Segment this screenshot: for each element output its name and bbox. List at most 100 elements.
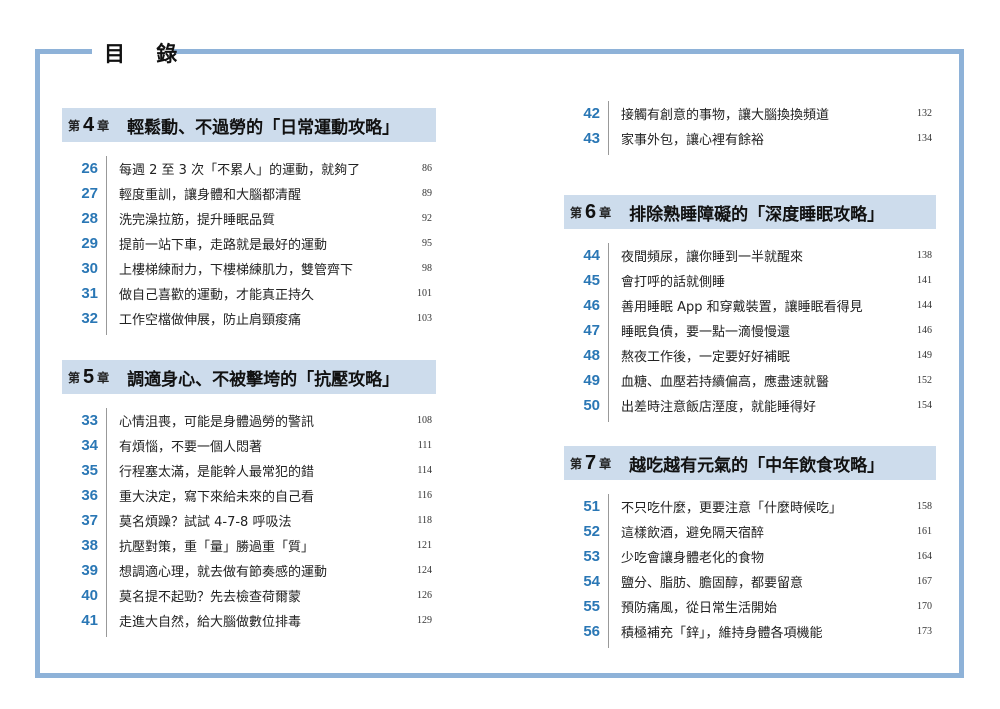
entry-title: 積極補充「鋅」，維持身體各項機能 [621, 626, 823, 641]
entry-title: 行程塞太滿，是能幹人最常犯的錯 [119, 465, 315, 480]
chapter-header: 第 5 章 調適身心、不被擊垮的「抗壓攻略」 [62, 360, 436, 394]
toc-entry[interactable]: 45 會打呼的話就側睡 141 [564, 268, 936, 293]
entry-number: 53 [583, 548, 600, 565]
chapter-header: 第 7 章 越吃越有元氣的「中年飲食攻略」 [564, 446, 936, 480]
toc-entry[interactable]: 26 每週 2 至 3 次「不累人」的運動，就夠了 86 [62, 156, 436, 181]
entry-number: 38 [81, 537, 98, 554]
entry-number: 50 [583, 397, 600, 414]
entry-number: 27 [81, 185, 98, 202]
toc-entry[interactable]: 38 抗壓對策，重「量」勝過重「質」 121 [62, 533, 436, 558]
chapter-title: 排除熟睡障礙的「深度睡眠攻略」 [629, 204, 885, 225]
entry-number: 49 [583, 372, 600, 389]
entry-page: 126 [417, 590, 432, 601]
toc-entry[interactable]: 56 積極補充「鋅」，維持身體各項機能 173 [564, 619, 936, 644]
toc-entry[interactable]: 34 有煩惱，不要一個人悶著 111 [62, 433, 436, 458]
chapter-number: 5 [83, 365, 95, 388]
toc-entry[interactable]: 53 少吃會讓身體老化的食物 164 [564, 544, 936, 569]
entry-title: 睡眠負債，要一點一滴慢慢還 [621, 325, 791, 340]
entry-title: 鹽分、脂肪、膽固醇，都要留意 [621, 576, 804, 591]
entry-page: 89 [422, 188, 432, 199]
toc-entry[interactable]: 46 善用睡眠 App 和穿戴裝置，讓睡眠看得見 144 [564, 293, 936, 318]
entry-page: 170 [917, 601, 932, 612]
entry-page: 121 [417, 540, 432, 551]
toc-entry[interactable]: 52 這樣飲酒，避免隔天宿醉 161 [564, 519, 936, 544]
chapter-prefix: 第 [68, 118, 81, 133]
chapter-prefix: 第 [570, 456, 583, 471]
toc-entry[interactable]: 47 睡眠負債，要一點一滴慢慢還 146 [564, 318, 936, 343]
entry-number: 56 [583, 623, 600, 640]
entry-title: 洗完澡拉筋，提升睡眠品質 [119, 213, 276, 228]
entry-title: 血糖、血壓若持續偏高，應盡速就醫 [621, 375, 830, 390]
entry-page: 146 [917, 325, 932, 336]
toc-entry[interactable]: 30 上樓梯練耐力，下樓梯練肌力，雙管齊下 98 [62, 256, 436, 281]
chapter-block: 42 接觸有創意的事物，讓大腦換換頻道 132 43 家事外包，讓心裡有餘裕 134 [564, 101, 936, 155]
entry-title: 工作空檔做伸展，防止肩頸痠痛 [119, 313, 302, 328]
entry-number: 54 [583, 573, 600, 590]
entry-page: 134 [917, 133, 932, 144]
chapter-number: 7 [585, 451, 597, 474]
toc-entry[interactable]: 31 做自己喜歡的運動，才能真正持久 101 [62, 281, 436, 306]
entry-page: 132 [917, 108, 932, 119]
entry-page: 144 [917, 300, 932, 311]
entry-title: 輕度重訓，讓身體和大腦都清醒 [119, 188, 302, 203]
chapter-suffix: 章 [97, 370, 110, 385]
chapter-suffix: 章 [97, 118, 110, 133]
toc-entry[interactable]: 50 出差時注意飯店溼度，就能睡得好 154 [564, 393, 936, 418]
entry-number: 29 [81, 235, 98, 252]
entry-page: 103 [417, 313, 432, 324]
toc-entry[interactable]: 37 莫名煩躁？試試 4-7-8 呼吸法 118 [62, 508, 436, 533]
toc-entry[interactable]: 40 莫名提不起勁？先去檢查荷爾蒙 126 [62, 583, 436, 608]
toc-entry[interactable]: 39 想調適心理，就去做有節奏感的運動 124 [62, 558, 436, 583]
entry-number: 46 [583, 297, 600, 314]
toc-entry[interactable]: 29 提前一站下車，走路就是最好的運動 95 [62, 231, 436, 256]
chapter-header: 第 4 章 輕鬆動、不過勞的「日常運動攻略」 [62, 108, 436, 142]
toc-entry[interactable]: 42 接觸有創意的事物，讓大腦換換頻道 132 [564, 101, 936, 126]
entry-number: 37 [81, 512, 98, 529]
toc-entry[interactable]: 35 行程塞太滿，是能幹人最常犯的錯 114 [62, 458, 436, 483]
chapter-block: 第 4 章 輕鬆動、不過勞的「日常運動攻略」 26 每週 2 至 3 次「不累人」的運動，… [62, 108, 436, 335]
entry-page: 154 [917, 400, 932, 411]
toc-entry[interactable]: 49 血糖、血壓若持續偏高，應盡速就醫 152 [564, 368, 936, 393]
entry-number: 43 [583, 130, 600, 147]
entry-title: 提前一站下車，走路就是最好的運動 [119, 238, 328, 253]
toc-entry[interactable]: 44 夜間頻尿，讓你睡到一半就醒來 138 [564, 243, 936, 268]
chapter-suffix: 章 [599, 205, 612, 220]
entry-number: 55 [583, 598, 600, 615]
entry-number: 31 [81, 285, 98, 302]
toc-entry[interactable]: 27 輕度重訓，讓身體和大腦都清醒 89 [62, 181, 436, 206]
entry-page: 129 [417, 615, 432, 626]
toc-entry[interactable]: 55 預防痛風，從日常生活開始 170 [564, 594, 936, 619]
entry-number: 36 [81, 487, 98, 504]
entry-page: 108 [417, 415, 432, 426]
entry-list: 33 心情沮喪，可能是身體過勞的警訊 108 34 有煩惱，不要一個人悶著 111 35 行程… [62, 408, 436, 637]
entry-page: 158 [917, 501, 932, 512]
toc-entry[interactable]: 41 走進大自然，給大腦做數位排毒 129 [62, 608, 436, 633]
chapter-prefix: 第 [570, 205, 583, 220]
toc-entry[interactable]: 51 不只吃什麼，更要注意「什麼時候吃」 158 [564, 494, 936, 519]
entry-title: 出差時注意飯店溼度，就能睡得好 [621, 400, 817, 415]
entry-page: 173 [917, 626, 932, 637]
entry-number: 52 [583, 523, 600, 540]
entry-number: 28 [81, 210, 98, 227]
chapter-block: 第 5 章調適身心、不被擊垮的「抗壓攻略」 33 心情沮喪，可能是身體過勞的警訊 108 3… [62, 360, 436, 637]
entry-page: 152 [917, 375, 932, 386]
chapter-prefix: 第 [68, 370, 81, 385]
entry-page: 114 [417, 465, 432, 476]
entry-page: 138 [917, 250, 932, 261]
entry-list: 42 接觸有創意的事物，讓大腦換換頻道 132 43 家事外包，讓心裡有餘裕 134 [564, 101, 936, 155]
toc-entry[interactable]: 32 工作空檔做伸展，防止肩頸痠痛 103 [62, 306, 436, 331]
toc-entry[interactable]: 54 鹽分、脂肪、膽固醇，都要留意 167 [564, 569, 936, 594]
toc-entry[interactable]: 28 洗完澡拉筋，提升睡眠品質 92 [62, 206, 436, 231]
title-gap [92, 40, 174, 62]
toc-entry[interactable]: 33 心情沮喪，可能是身體過勞的警訊 108 [62, 408, 436, 433]
entry-page: 95 [422, 238, 432, 249]
entry-number: 44 [583, 247, 600, 264]
entry-title: 不只吃什麼，更要注意「什麼時候吃」 [621, 501, 843, 516]
toc-entry[interactable]: 48 熬夜工作後，一定要好好補眠 149 [564, 343, 936, 368]
page-frame [35, 49, 964, 678]
toc-entry[interactable]: 43 家事外包，讓心裡有餘裕 134 [564, 126, 936, 151]
entry-title: 走進大自然，給大腦做數位排毒 [119, 615, 302, 630]
entry-number: 26 [81, 160, 98, 177]
entry-title: 熬夜工作後，一定要好好補眠 [621, 350, 791, 365]
toc-entry[interactable]: 36 重大決定，寫下來給未來的自己看 116 [62, 483, 436, 508]
